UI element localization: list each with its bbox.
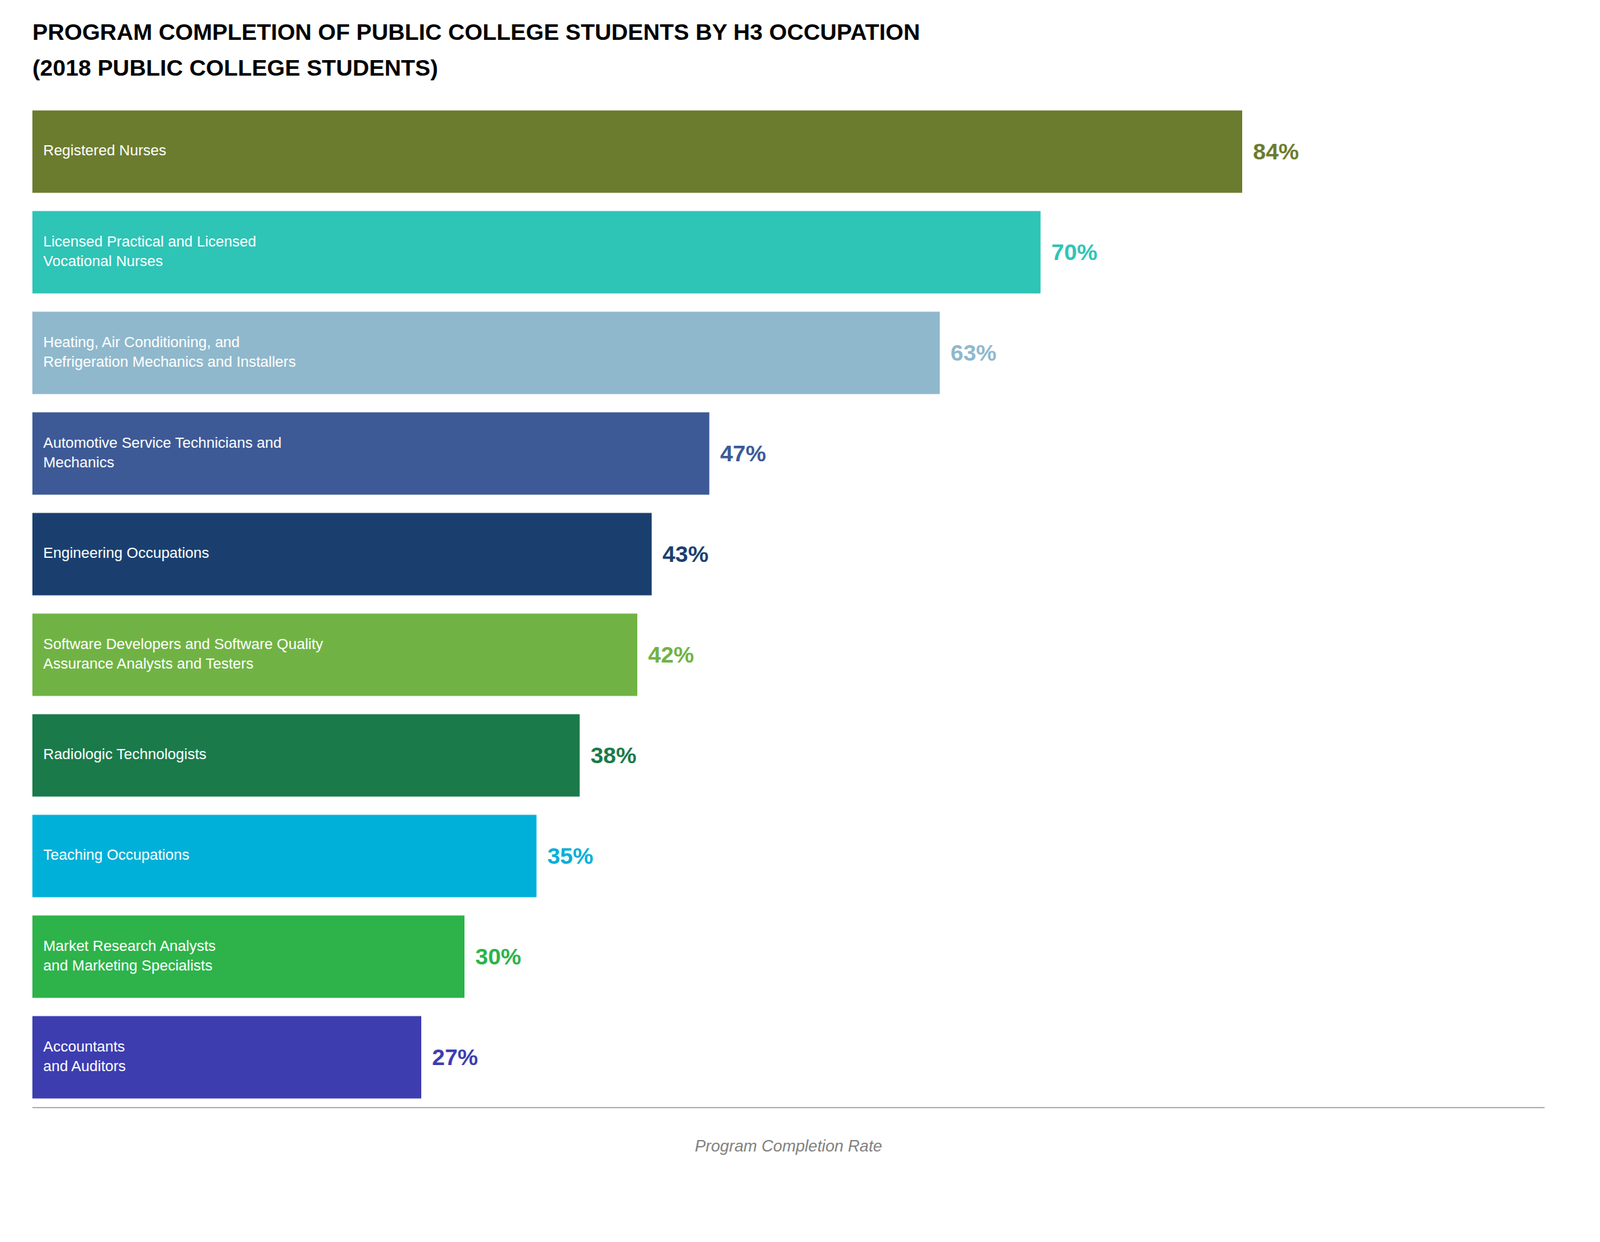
- svg-text:Radiologic Technologists: Radiologic Technologists: [43, 745, 207, 763]
- svg-text:63%: 63%: [950, 339, 997, 366]
- svg-text:27%: 27%: [432, 1043, 478, 1070]
- svg-text:Market Research Analystsand Ma: Market Research Analystsand Marketing Sp…: [43, 937, 217, 974]
- svg-text:Heating, Air Conditioning, and: Heating, Air Conditioning, andRefrigerat…: [43, 333, 296, 370]
- svg-text:70%: 70%: [1051, 238, 1098, 265]
- svg-text:Licensed Practical and License: Licensed Practical and LicensedVocationa…: [43, 232, 257, 270]
- svg-text:Accountantsand Auditors: Accountantsand Auditors: [43, 1037, 126, 1075]
- svg-text:Program Completion Rate: Program Completion Rate: [694, 1136, 882, 1155]
- svg-text:84%: 84%: [1252, 138, 1299, 165]
- svg-text:35%: 35%: [547, 842, 594, 869]
- svg-text:42%: 42%: [648, 641, 695, 668]
- svg-text:Engineering Occupations: Engineering Occupations: [43, 544, 210, 562]
- svg-text:43%: 43%: [662, 540, 709, 567]
- svg-text:Registered Nurses: Registered Nurses: [43, 141, 167, 159]
- html-text:(2018 PUBLIC COLLEGE STUDENTS): (2018 PUBLIC COLLEGE STUDENTS): [32, 54, 439, 81]
- html-text:PROGRAM COMPLETION OF PUBLIC C: PROGRAM COMPLETION OF PUBLIC COLLEGE STU…: [32, 18, 920, 45]
- svg-text:38%: 38%: [590, 741, 637, 768]
- svg-text:Teaching Occupations: Teaching Occupations: [43, 845, 190, 863]
- svg-text:47%: 47%: [720, 440, 767, 466]
- svg-text:Software Developers and Softwa: Software Developers and Software Quality…: [43, 635, 324, 672]
- svg-text:30%: 30%: [475, 943, 522, 969]
- svg-text:Automotive Service Technicians: Automotive Service Technicians andMechan…: [43, 434, 282, 471]
